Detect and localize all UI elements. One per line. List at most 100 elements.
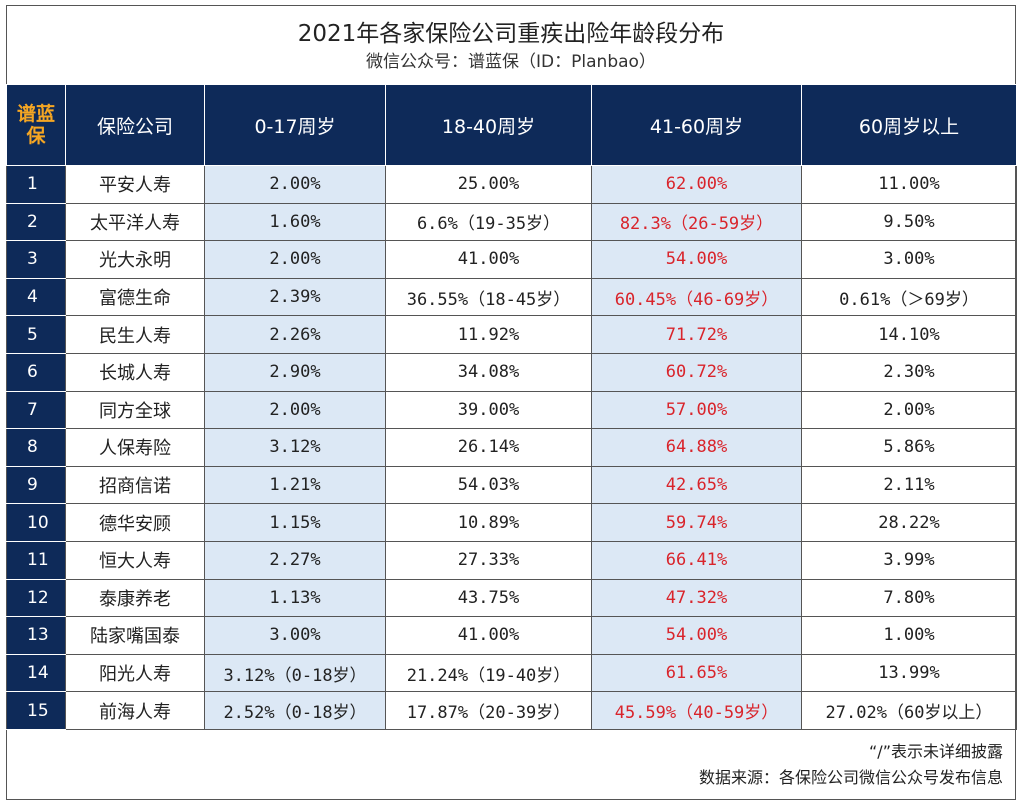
row-number: 15 bbox=[6, 691, 66, 730]
header-age-18-40: 18-40周岁 bbox=[385, 84, 592, 166]
company-name: 泰康养老 bbox=[65, 578, 205, 618]
value-age-18-40: 43.75% bbox=[385, 578, 592, 618]
header-age-41-60: 41-60周岁 bbox=[591, 84, 802, 166]
table-body: 1 平安人寿 2.00% 25.00% 62.00% 11.00% 2 太平洋人寿 1.60% 6… bbox=[6, 165, 1017, 730]
table-row: 11 恒大人寿 2.27% 27.33% 66.41% 3.99% bbox=[6, 540, 1017, 580]
company-name: 同方全球 bbox=[65, 390, 205, 430]
value-age-41-60: 64.88% bbox=[591, 428, 802, 467]
title-block: 2021年各家保险公司重疾出险年龄段分布 微信公众号：谱蓝保（ID：Planba… bbox=[7, 6, 1015, 84]
table-row: 13 陆家嘴国泰 3.00% 41.00% 54.00% 1.00% bbox=[6, 616, 1017, 655]
table-header-row: 谱蓝保 保险公司 0-17周岁 18-40周岁 41-60周岁 60周岁以上 bbox=[6, 84, 1017, 166]
value-age-60-plus: 2.11% bbox=[801, 465, 1017, 505]
value-age-60-plus: 5.86% bbox=[801, 428, 1017, 467]
value-age-41-60: 59.74% bbox=[591, 503, 802, 542]
header-company: 保险公司 bbox=[65, 84, 205, 166]
value-age-18-40: 41.00% bbox=[385, 240, 592, 279]
value-age-0-17: 2.27% bbox=[204, 540, 386, 580]
table-row: 2 太平洋人寿 1.60% 6.6%（19-35岁） 82.3%（26-59岁） 9.50… bbox=[6, 202, 1017, 242]
row-number: 8 bbox=[6, 428, 66, 467]
value-age-18-40: 21.24%（19-40岁） bbox=[385, 653, 592, 693]
row-number: 14 bbox=[6, 653, 66, 693]
table-row: 1 平安人寿 2.00% 25.00% 62.00% 11.00% bbox=[6, 165, 1017, 204]
value-age-41-60: 54.00% bbox=[591, 240, 802, 279]
value-age-41-60: 47.32% bbox=[591, 578, 802, 618]
company-name: 阳光人寿 bbox=[65, 653, 205, 693]
value-age-0-17: 2.52%（0-18岁） bbox=[204, 691, 386, 730]
value-age-41-60: 42.65% bbox=[591, 465, 802, 505]
company-name: 光大永明 bbox=[65, 240, 205, 279]
row-number: 11 bbox=[6, 540, 66, 580]
value-age-60-plus: 2.30% bbox=[801, 352, 1017, 392]
value-age-0-17: 2.00% bbox=[204, 240, 386, 279]
distribution-table: 谱蓝保 保险公司 0-17周岁 18-40周岁 41-60周岁 60周岁以上 1… bbox=[6, 84, 1017, 730]
company-name: 陆家嘴国泰 bbox=[65, 616, 205, 655]
table-row: 5 民生人寿 2.26% 11.92% 71.72% 14.10% bbox=[6, 315, 1017, 354]
value-age-0-17: 2.39% bbox=[204, 277, 386, 317]
row-number: 2 bbox=[6, 202, 66, 242]
row-number: 9 bbox=[6, 465, 66, 505]
value-age-18-40: 54.03% bbox=[385, 465, 592, 505]
value-age-60-plus: 2.00% bbox=[801, 390, 1017, 430]
value-age-18-40: 27.33% bbox=[385, 540, 592, 580]
company-name: 前海人寿 bbox=[65, 691, 205, 730]
value-age-41-60: 60.45%（46-69岁） bbox=[591, 277, 802, 317]
value-age-60-plus: 11.00% bbox=[801, 165, 1017, 204]
company-name: 民生人寿 bbox=[65, 315, 205, 354]
value-age-60-plus: 9.50% bbox=[801, 202, 1017, 242]
row-number: 13 bbox=[6, 616, 66, 655]
brand-header: 谱蓝保 bbox=[6, 84, 66, 166]
table-frame: 2021年各家保险公司重疾出险年龄段分布 微信公众号：谱蓝保（ID：Planba… bbox=[6, 5, 1017, 800]
value-age-0-17: 1.15% bbox=[204, 503, 386, 542]
value-age-60-plus: 0.61%（＞69岁） bbox=[801, 277, 1017, 317]
table-row: 9 招商信诺 1.21% 54.03% 42.65% 2.11% bbox=[6, 465, 1017, 505]
row-number: 7 bbox=[6, 390, 66, 430]
value-age-18-40: 17.87%（20-39岁） bbox=[385, 691, 592, 730]
value-age-41-60: 54.00% bbox=[591, 616, 802, 655]
row-number: 1 bbox=[6, 165, 66, 204]
value-age-0-17: 1.60% bbox=[204, 202, 386, 242]
value-age-18-40: 11.92% bbox=[385, 315, 592, 354]
value-age-41-60: 71.72% bbox=[591, 315, 802, 354]
row-number: 6 bbox=[6, 352, 66, 392]
value-age-60-plus: 7.80% bbox=[801, 578, 1017, 618]
company-name: 招商信诺 bbox=[65, 465, 205, 505]
value-age-60-plus: 13.99% bbox=[801, 653, 1017, 693]
table-row: 10 德华安顾 1.15% 10.89% 59.74% 28.22% bbox=[6, 503, 1017, 542]
header-age-60-plus: 60周岁以上 bbox=[801, 84, 1017, 166]
value-age-18-40: 10.89% bbox=[385, 503, 592, 542]
table-row: 7 同方全球 2.00% 39.00% 57.00% 2.00% bbox=[6, 390, 1017, 430]
value-age-41-60: 61.65% bbox=[591, 653, 802, 693]
table-row: 3 光大永明 2.00% 41.00% 54.00% 3.00% bbox=[6, 240, 1017, 279]
value-age-41-60: 66.41% bbox=[591, 540, 802, 580]
brand-label: 谱蓝保 bbox=[16, 103, 55, 147]
header-age-0-17: 0-17周岁 bbox=[204, 84, 386, 166]
page-subtitle: 微信公众号：谱蓝保（ID：Planbao） bbox=[366, 52, 656, 72]
table-row: 12 泰康养老 1.13% 43.75% 47.32% 7.80% bbox=[6, 578, 1017, 618]
value-age-60-plus: 14.10% bbox=[801, 315, 1017, 354]
row-number: 12 bbox=[6, 578, 66, 618]
value-age-18-40: 34.08% bbox=[385, 352, 592, 392]
value-age-18-40: 25.00% bbox=[385, 165, 592, 204]
company-name: 恒大人寿 bbox=[65, 540, 205, 580]
value-age-0-17: 2.90% bbox=[204, 352, 386, 392]
company-name: 长城人寿 bbox=[65, 352, 205, 392]
value-age-41-60: 62.00% bbox=[591, 165, 802, 204]
company-name: 太平洋人寿 bbox=[65, 202, 205, 242]
row-number: 3 bbox=[6, 240, 66, 279]
value-age-0-17: 2.00% bbox=[204, 390, 386, 430]
value-age-41-60: 45.59%（40-59岁） bbox=[591, 691, 802, 730]
company-name: 富德生命 bbox=[65, 277, 205, 317]
value-age-60-plus: 3.99% bbox=[801, 540, 1017, 580]
row-number: 4 bbox=[6, 277, 66, 317]
value-age-18-40: 26.14% bbox=[385, 428, 592, 467]
table-row: 8 人保寿险 3.12% 26.14% 64.88% 5.86% bbox=[6, 428, 1017, 467]
value-age-41-60: 57.00% bbox=[591, 390, 802, 430]
value-age-0-17: 2.00% bbox=[204, 165, 386, 204]
value-age-0-17: 1.21% bbox=[204, 465, 386, 505]
page-title: 2021年各家保险公司重疾出险年龄段分布 bbox=[297, 21, 725, 47]
table-row: 4 富德生命 2.39% 36.55%（18-45岁） 60.45%（46-69岁） 0.… bbox=[6, 277, 1017, 317]
value-age-0-17: 1.13% bbox=[204, 578, 386, 618]
value-age-41-60: 82.3%（26-59岁） bbox=[591, 202, 802, 242]
value-age-18-40: 6.6%（19-35岁） bbox=[385, 202, 592, 242]
table-row: 6 长城人寿 2.90% 34.08% 60.72% 2.30% bbox=[6, 352, 1017, 392]
